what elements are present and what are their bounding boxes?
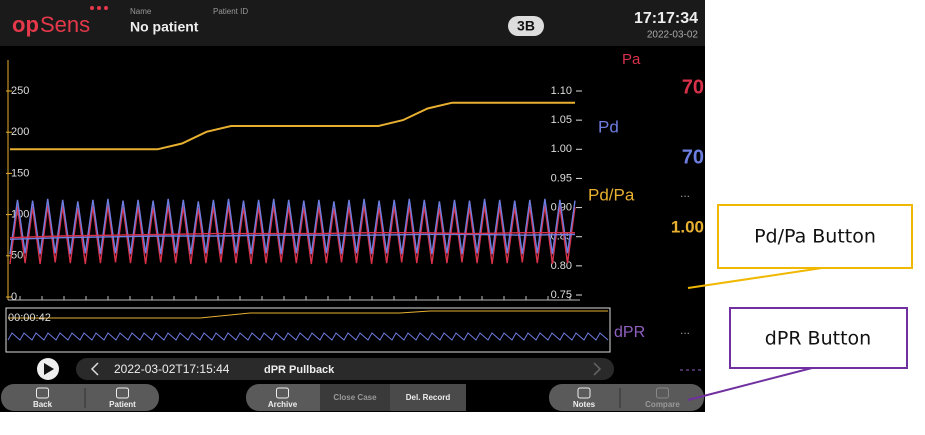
y-tick-label: 0 xyxy=(11,291,17,303)
y2-tick-label: 0.95 xyxy=(551,172,572,184)
y2-tick-label: 1.00 xyxy=(551,143,572,155)
logo-dot xyxy=(90,6,94,10)
toolbar-group xyxy=(549,384,704,411)
y-tick-label: 250 xyxy=(11,85,29,97)
y2-tick-label: 1.10 xyxy=(551,85,572,97)
button-icon xyxy=(276,387,289,399)
button-label: Compare xyxy=(645,400,680,409)
top-bar xyxy=(0,0,705,46)
patient-name: No patient xyxy=(130,19,199,35)
prev-icon xyxy=(90,362,99,376)
overview-wave xyxy=(7,332,609,341)
button-label: Back xyxy=(33,400,53,409)
y2-tick-label: 1.05 xyxy=(551,114,572,126)
y2-tick-label: 0.80 xyxy=(551,260,572,272)
callout-text: Pd/Pa Button xyxy=(754,226,876,248)
series-line xyxy=(9,233,576,240)
callout-box xyxy=(717,204,913,269)
callout-line xyxy=(687,267,823,289)
pdpa-readout: 1.00 xyxy=(671,217,704,236)
overview-strip xyxy=(5,307,611,353)
y2-tick-label: 0.75 xyxy=(551,289,572,301)
logo: op xyxy=(12,12,39,37)
y-tick-label: 50 xyxy=(11,250,23,262)
pa-label: Pa xyxy=(622,51,641,68)
pa-readout: 70 xyxy=(682,76,704,98)
button-label: Notes xyxy=(573,400,596,409)
toolbar: Back Patient Archive Close Case Del. Record N… xyxy=(1,384,704,411)
overview-trend xyxy=(8,310,608,319)
callout-text: dPR Button xyxy=(765,328,871,350)
room: 3B xyxy=(517,18,535,34)
button-icon xyxy=(577,387,591,399)
next-icon xyxy=(593,362,602,376)
dpr-button[interactable]: dPR xyxy=(614,324,645,341)
button-icon xyxy=(36,387,49,399)
pd-label: Pd xyxy=(598,117,619,136)
logo: Sens xyxy=(40,12,90,37)
callout-line xyxy=(687,367,813,401)
y-tick-label: 200 xyxy=(11,126,29,138)
play-icon xyxy=(44,363,54,375)
button-label: Close Case xyxy=(333,393,377,402)
name-label: Name xyxy=(130,7,152,16)
button-label: Archive xyxy=(268,400,298,409)
toolbar-group xyxy=(1,384,159,411)
button-icon xyxy=(116,387,129,399)
pdpa-button[interactable]: Pd/Pa xyxy=(588,185,635,204)
record-timestamp: 2022-03-02T17:15:44 xyxy=(114,362,230,376)
logo-dot xyxy=(104,6,108,10)
callout-box xyxy=(729,307,908,369)
button xyxy=(390,384,466,411)
button-label: Patient xyxy=(109,400,136,409)
disabled-button xyxy=(320,384,390,411)
plot: 0501001502002500.750.800.850.900.951.001… xyxy=(6,60,582,303)
dpr-more[interactable]: ... xyxy=(680,323,690,337)
button-icon xyxy=(656,387,669,399)
button-label: Del. Record xyxy=(406,393,451,402)
clock: 17:17:34 xyxy=(634,10,698,27)
record-bar[interactable] xyxy=(76,358,614,380)
room-badge xyxy=(508,16,544,36)
overview-time: 00:00:42 xyxy=(8,312,51,324)
patient-id-label: Patient ID xyxy=(213,7,248,16)
series-line xyxy=(10,101,575,151)
series-line xyxy=(9,231,575,239)
series-line xyxy=(9,198,576,255)
date: 2022-03-02 xyxy=(647,30,699,41)
y-tick-label: 150 xyxy=(11,167,29,179)
pdpa-more[interactable]: ... xyxy=(680,186,690,200)
pd-readout: 70 xyxy=(682,146,704,168)
record-label: dPR Pullback xyxy=(264,364,335,376)
logo-dot xyxy=(97,6,101,10)
